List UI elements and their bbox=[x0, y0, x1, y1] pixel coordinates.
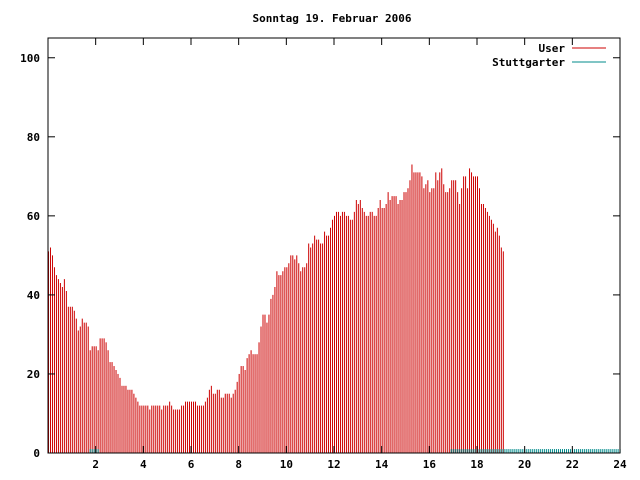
x-tick-label: 24 bbox=[613, 458, 627, 471]
x-axis: 2 4 6 8 10 12 14 16 18 20 22 24 bbox=[92, 38, 627, 471]
x-tick-label: 12 bbox=[327, 458, 340, 471]
y-tick-label: 60 bbox=[27, 210, 40, 223]
y-tick-label: 100 bbox=[20, 52, 40, 65]
y-tick-label: 20 bbox=[27, 368, 40, 381]
y-tick-label: 0 bbox=[33, 447, 40, 460]
x-tick-label: 6 bbox=[188, 458, 195, 471]
x-tick-label: 22 bbox=[566, 458, 579, 471]
legend-label-user: User bbox=[539, 42, 566, 55]
x-tick-label: 10 bbox=[280, 458, 293, 471]
x-tick-label: 20 bbox=[518, 458, 531, 471]
y-tick-label: 40 bbox=[27, 289, 40, 302]
user-series-bars bbox=[48, 164, 504, 453]
x-tick-label: 14 bbox=[375, 458, 389, 471]
x-tick-label: 8 bbox=[235, 458, 242, 471]
x-tick-label: 18 bbox=[470, 458, 483, 471]
x-tick-label: 4 bbox=[140, 458, 147, 471]
legend-label-stuttgarter: Stuttgarter bbox=[492, 56, 565, 69]
x-tick-label: 2 bbox=[92, 458, 99, 471]
y-axis: 0 20 40 60 80 100 bbox=[20, 52, 620, 460]
y-tick-label: 80 bbox=[27, 131, 40, 144]
chart-title: Sonntag 19. Februar 2006 bbox=[253, 12, 412, 25]
x-tick-label: 16 bbox=[423, 458, 437, 471]
legend: User Stuttgarter bbox=[492, 42, 606, 69]
